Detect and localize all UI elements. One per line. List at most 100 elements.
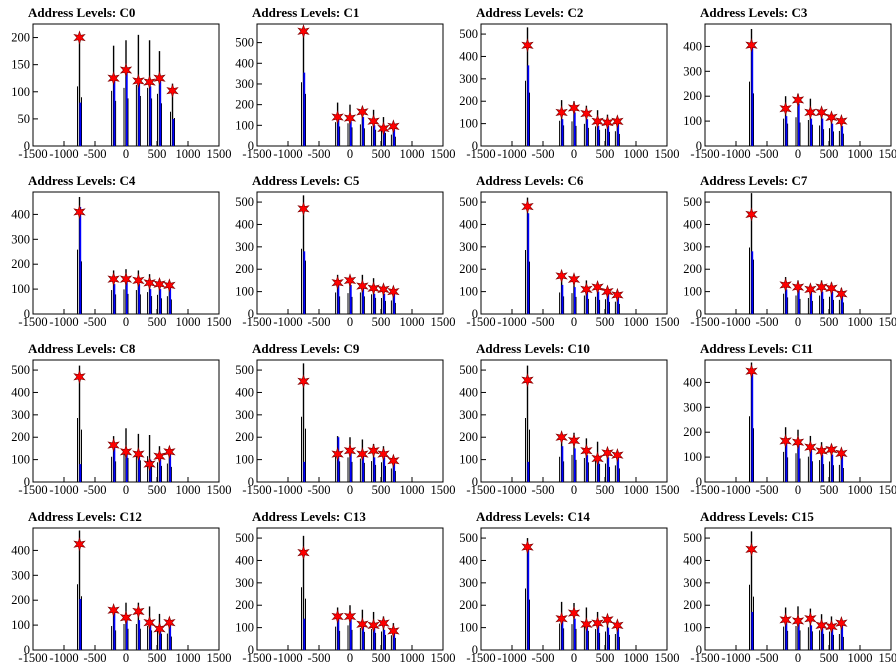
x-tick-label: 500 [820,651,839,665]
x-tick-label: -500 [84,315,107,329]
y-tick-label: 300 [459,72,478,86]
chart-title: Address Levels: C3 [700,5,808,20]
peak-marker-star [367,281,380,296]
x-tick-label: 1000 [176,651,201,665]
x-tick-label: 1000 [848,651,873,665]
x-tick-label: -500 [84,147,107,161]
peak-marker-star [779,612,792,627]
chart-title: Address Levels: C8 [28,341,136,356]
y-tick-label: 300 [683,64,702,78]
peak-marker-star [377,121,390,136]
peak-marker-star [567,433,581,448]
chart-panel: Address Levels: C0 -1500 -1000 -500 0 500 1000… [0,0,231,168]
x-tick-label: 0 [347,651,353,665]
x-tick-label: 1500 [431,651,456,665]
x-tick-label: -1000 [273,651,302,665]
y-tick-label: 150 [11,58,30,72]
peak-marker-star [107,71,120,86]
x-tick-label: 500 [148,147,167,161]
y-tick-label: 300 [683,240,702,254]
chart-plot: -1500-1000 -500 0 500 1000 1500 0 100 200 300 400 5… [235,23,456,161]
peak-marker-star [132,604,145,619]
y-tick-label: 100 [11,618,30,632]
y-tick-label: 400 [683,39,702,53]
x-tick-label: -500 [532,483,555,497]
peak-marker-star [567,100,581,116]
peak-marker-star [580,282,593,297]
y-tick-label: 100 [11,453,30,467]
y-tick-label: 400 [235,56,254,70]
y-tick-label: 300 [235,77,254,91]
x-tick-label: -500 [756,147,779,161]
x-tick-label: -1000 [721,147,750,161]
y-tick-label: 100 [235,118,254,132]
peak-marker-star [591,279,604,295]
x-tick-label: 1000 [624,483,649,497]
x-tick-label: 1500 [655,483,680,497]
peak-marker-star [804,611,817,626]
x-tick-label: 500 [372,651,391,665]
x-tick-label: 500 [148,315,167,329]
y-tick-label: 500 [11,363,30,377]
y-tick-label: 100 [683,450,702,464]
x-tick-label: 0 [795,147,801,161]
chart-plot: -1500-1000 -500 0 500 1000 1500 0 100 200 300 400 [683,23,896,161]
x-tick-label: -1000 [497,147,526,161]
chart-plot: -1500-1000 -500 0 500 1000 1500 0 100 200 300 400 5… [459,23,680,161]
peak-marker-star [367,618,380,633]
x-tick-label: 1500 [655,147,680,161]
y-tick-label: 100 [459,117,478,131]
x-tick-label: -1500 [242,147,271,161]
chart-panel: Address Levels: C12 -1500 -1000 -500 0 500 100… [0,504,232,672]
y-tick-label: 500 [459,531,478,545]
y-tick-label: 400 [235,385,254,399]
peak-marker-star [580,617,593,632]
y-tick-label: 300 [11,568,30,582]
y-tick-label: 300 [235,408,254,422]
peak-marker-star [73,30,86,45]
y-tick-label: 0 [248,307,254,321]
x-tick-label: 0 [571,483,577,497]
x-tick-label: 1000 [848,315,873,329]
y-tick-label: 500 [683,531,702,545]
y-tick-label: 0 [248,475,254,489]
x-tick-label: 1500 [431,483,456,497]
peak-marker-star [555,611,568,626]
peak-marker-star [611,618,624,633]
peak-marker-star [779,433,792,449]
x-tick-label: 0 [123,651,129,665]
peak-marker-star [580,443,593,458]
peak-marker-star [825,619,838,634]
chart-panel: Address Levels: C6 -1500 -1000 -500 0 500 1000… [448,168,679,336]
peak-marker-star [555,268,568,284]
peak-marker-star [343,609,357,624]
peak-marker-star [367,114,380,129]
x-tick-label: 0 [123,315,129,329]
x-tick-label: -500 [532,651,555,665]
peak-marker-star [297,545,310,560]
peak-marker-star [580,106,593,121]
peak-marker-star [356,617,369,632]
peak-marker-star [153,621,166,636]
y-tick-label: 300 [683,576,702,590]
x-tick-label: -1000 [49,147,78,161]
peak-marker-star [143,456,156,472]
x-tick-label: 500 [596,483,615,497]
y-tick-label: 200 [459,94,478,108]
x-tick-label: -1500 [18,315,47,329]
x-tick-label: 1500 [207,147,232,161]
y-tick-label: 500 [683,195,702,209]
y-tick-label: 100 [683,285,702,299]
chart-plot: -1500-1000 -500 0 500 1000 1500 0 100 200 300 400 [11,527,232,665]
y-tick-label: 400 [459,217,478,231]
chart-title: Address Levels: C10 [476,341,590,356]
y-tick-label: 300 [459,240,478,254]
peak-marker-star [611,447,624,463]
peak-marker-star [601,284,614,299]
peak-marker-star [521,38,534,53]
y-tick-label: 200 [459,430,478,444]
x-tick-label: 0 [795,483,801,497]
x-tick-label: 0 [795,315,801,329]
chart-plot: -1500-1000 -500 0 500 1000 1500 0 100 200 300 400 [683,359,896,497]
peak-marker-star [835,446,848,461]
